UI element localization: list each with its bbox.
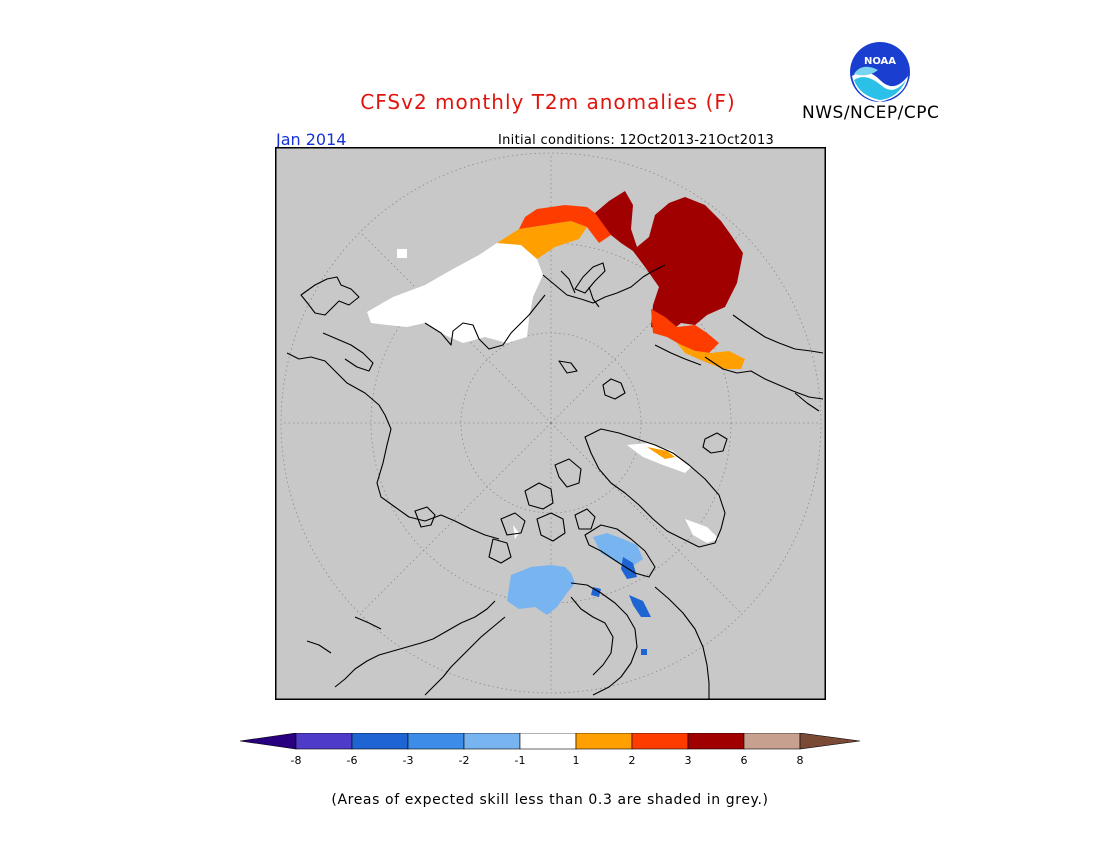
coastline <box>570 596 614 676</box>
legend-swatch <box>407 733 465 750</box>
coastline <box>654 586 710 699</box>
legend-tick: -6 <box>347 754 358 767</box>
coastline <box>588 286 600 308</box>
legend-tick: -2 <box>459 754 470 767</box>
coastline <box>554 458 582 488</box>
anomaly-region-neutral <box>627 443 691 473</box>
coastline <box>414 506 436 528</box>
initial-conditions: Initial conditions: 12Oct2013-21Oct2013 <box>498 133 775 148</box>
anomaly-region-neutral <box>685 519 719 543</box>
anomaly-region-minus-3 <box>629 595 651 617</box>
coastline <box>322 332 374 372</box>
legend-tick: -8 <box>291 754 302 767</box>
anomaly-region-neutral <box>397 249 407 258</box>
coastline <box>542 264 666 304</box>
coastline <box>286 352 500 540</box>
footnote: (Areas of expected skill less than 0.3 a… <box>331 792 769 808</box>
legend-swatch <box>295 733 353 750</box>
coastline <box>306 640 332 654</box>
legend-tick: -1 <box>515 754 526 767</box>
agency-label: NWS/NCEP/CPC <box>802 103 940 123</box>
forecast-period: Jan 2014 <box>276 130 347 149</box>
color-legend: -8 -6 -3 -2 -1 1 2 3 6 8 <box>240 733 861 767</box>
anomaly-region-plus-2 <box>651 309 719 353</box>
legend-tick: 2 <box>629 754 636 767</box>
anomaly-shading <box>367 191 745 655</box>
anomaly-region-neutral <box>513 525 519 539</box>
coastlines <box>286 262 824 699</box>
anomaly-region-plus-2 <box>519 205 611 243</box>
coastline <box>300 276 360 316</box>
coastline <box>560 270 576 294</box>
legend-swatch <box>687 733 745 750</box>
coastline <box>584 524 656 578</box>
anomaly-region-minus-3 <box>641 649 647 655</box>
legend-swatch <box>519 733 577 750</box>
legend-tick: 8 <box>797 754 804 767</box>
coastline <box>536 512 566 542</box>
legend-tick: 6 <box>741 754 748 767</box>
coastline <box>488 538 512 564</box>
legend-arrow-low <box>240 733 297 750</box>
anomaly-region-minus-1 <box>593 533 643 567</box>
coastline <box>584 428 726 548</box>
anomaly-region-plus-1 <box>677 343 745 369</box>
noaa-logo-text: NOAA <box>864 56 896 67</box>
coastline <box>704 356 824 400</box>
polar-map <box>275 147 826 700</box>
anomaly-region-plus-1 <box>497 221 587 259</box>
anomaly-region-plus-3 <box>595 191 743 333</box>
anomaly-region-plus-1 <box>647 447 675 459</box>
coastline <box>500 512 526 536</box>
coastline <box>334 600 496 688</box>
coastline <box>602 378 626 400</box>
coastline <box>524 482 554 510</box>
legend-tick: 3 <box>685 754 692 767</box>
coastline <box>654 344 702 366</box>
legend-swatch <box>631 733 689 750</box>
legend-arrow-high <box>799 733 861 750</box>
coastline <box>558 360 578 374</box>
legend-swatch <box>575 733 633 750</box>
legend-swatch <box>743 733 801 750</box>
coastline <box>732 314 824 354</box>
coastline <box>570 582 638 696</box>
chart-title: CFSv2 monthly T2m anomalies (F) <box>360 90 736 114</box>
anomaly-region-minus-3 <box>621 557 637 579</box>
meridian <box>359 422 552 615</box>
legend-swatch <box>351 733 409 750</box>
legend-tick: -3 <box>403 754 414 767</box>
coastline <box>354 616 382 630</box>
coastline <box>574 508 596 530</box>
coastline <box>702 432 728 454</box>
anomaly-region-neutral <box>367 243 543 343</box>
noaa-logo: NOAA <box>850 42 910 102</box>
coastline <box>794 392 820 412</box>
coastline <box>424 616 506 696</box>
legend-swatch <box>463 733 521 750</box>
anomaly-region-minus-3 <box>591 587 601 597</box>
coastline <box>574 262 606 294</box>
legend-tick: 1 <box>573 754 580 767</box>
coastline <box>424 294 546 350</box>
anomaly-region-minus-1 <box>507 565 575 615</box>
anomaly-region-neutral <box>413 303 419 317</box>
meridian <box>550 422 743 615</box>
latitude-circle <box>280 152 822 694</box>
